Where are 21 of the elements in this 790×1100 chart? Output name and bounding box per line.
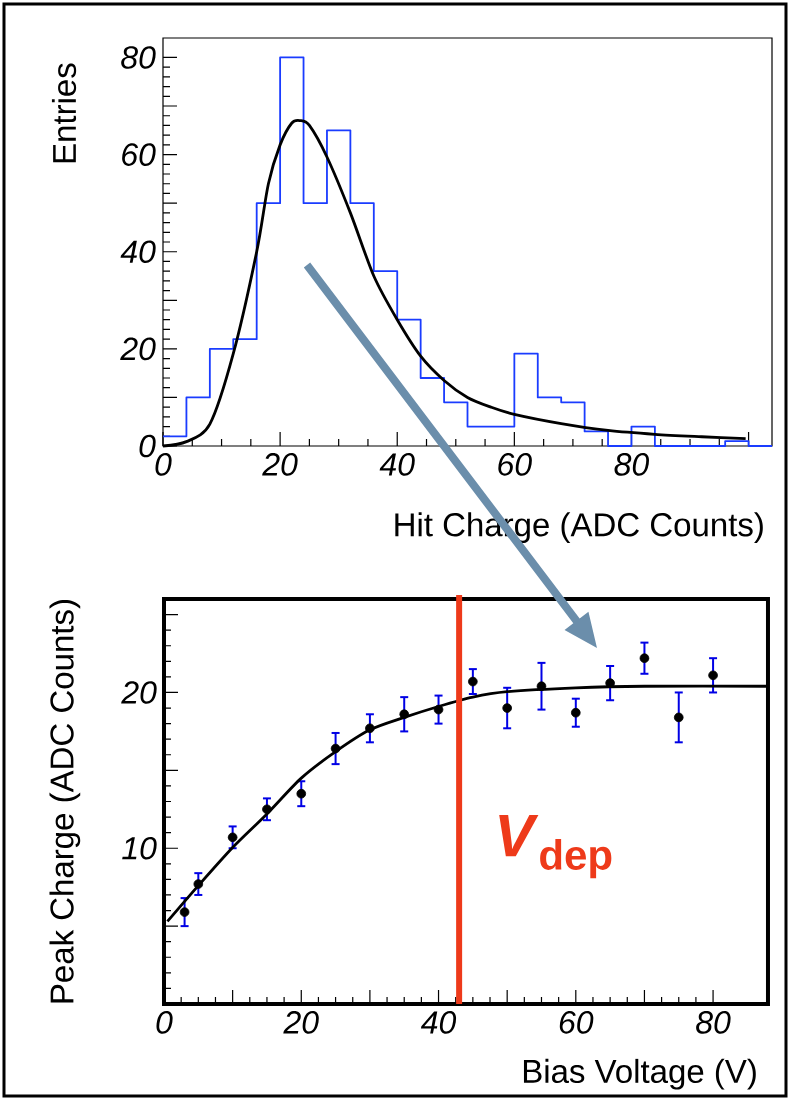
x-tick-label: 60	[559, 1011, 594, 1034]
x-axis-title: Bias Voltage (V)	[523, 1058, 756, 1090]
y-tick-label: 20	[120, 337, 156, 361]
x-tick-label: 60	[498, 453, 532, 476]
y-axis-title: Peak Charge (ADC Counts)	[49, 600, 81, 1003]
x-tick-label: 20	[262, 453, 298, 476]
x-tick-label: 40	[379, 453, 415, 476]
y-tick-label: 80	[121, 46, 156, 69]
y-tick-label: 60	[122, 143, 156, 166]
y-tick-label: 20	[121, 681, 157, 704]
x-tick-label: 40	[420, 1011, 457, 1034]
y-tick-label: 0	[139, 434, 156, 458]
y-axis-title: Entries	[51, 63, 77, 163]
x-tick-label: 0	[156, 1011, 173, 1034]
x-tick-label: 80	[614, 453, 649, 476]
x-tick-label: 20	[283, 1011, 319, 1034]
ref-line-label: V$_{dep}$	[499, 814, 612, 879]
x-tick-label: 0	[155, 453, 172, 476]
x-tick-label: 80	[696, 1011, 731, 1034]
y-tick-label: 10	[122, 836, 157, 860]
y-tick-label: 40	[120, 240, 156, 264]
